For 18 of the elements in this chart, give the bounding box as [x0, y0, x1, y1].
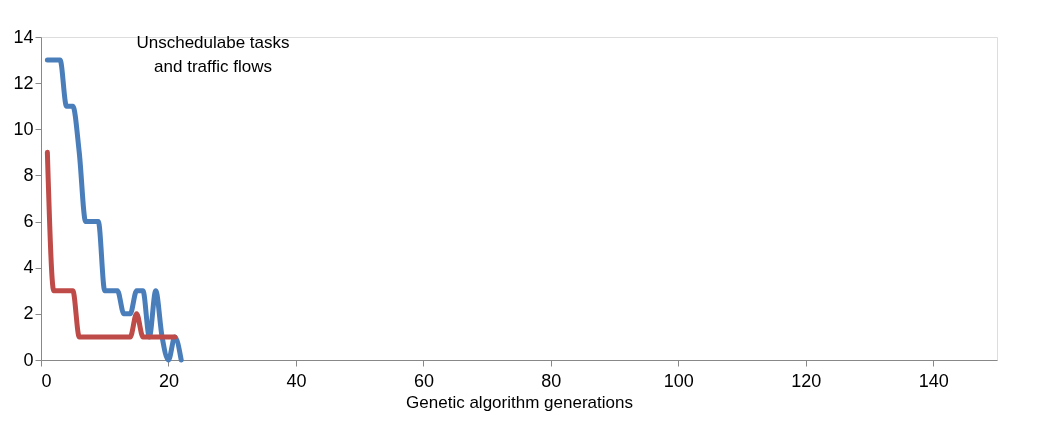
annotation: Unschedulabe tasks and traffic flows: [136, 33, 290, 76]
y-tick-label: 0: [23, 349, 34, 370]
y-tick-label: 2: [23, 303, 34, 324]
x-tick-label: 20: [158, 370, 179, 391]
x-tick-label: 140: [918, 370, 949, 391]
y-tick-label: 4: [23, 257, 34, 278]
y-tick-label: 14: [13, 26, 34, 47]
y-tick-label: 8: [23, 164, 34, 185]
x-tick-label: 0: [41, 370, 52, 391]
x-tick-label: 100: [663, 370, 694, 391]
x-axis-title: Genetic algorithm generations: [406, 392, 633, 412]
y-tick-label: 10: [13, 118, 34, 139]
x-tick-label: 40: [286, 370, 307, 391]
y-tick-label: 12: [13, 72, 34, 93]
x-tick-label: 60: [413, 370, 434, 391]
x-tick-label: 120: [791, 370, 822, 391]
y-tick-label: 6: [23, 211, 34, 232]
x-tick-label: 80: [541, 370, 562, 391]
